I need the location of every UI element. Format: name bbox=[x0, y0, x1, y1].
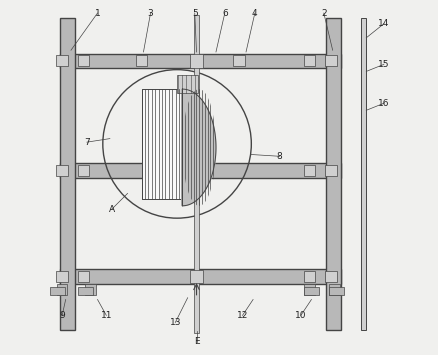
Bar bbox=[304, 271, 314, 282]
Bar bbox=[304, 55, 314, 66]
Bar bbox=[191, 55, 202, 66]
Bar bbox=[233, 55, 244, 66]
Bar bbox=[60, 163, 341, 178]
Text: 4: 4 bbox=[251, 9, 257, 17]
Text: 14: 14 bbox=[378, 19, 389, 28]
Bar bbox=[189, 54, 203, 67]
Bar bbox=[328, 287, 343, 295]
Bar bbox=[78, 287, 93, 295]
Text: 2: 2 bbox=[320, 9, 326, 17]
Text: 7: 7 bbox=[84, 138, 89, 147]
Bar bbox=[189, 164, 203, 177]
Bar bbox=[360, 18, 365, 329]
Bar bbox=[78, 165, 89, 176]
Text: 13: 13 bbox=[169, 318, 180, 327]
Bar bbox=[325, 165, 336, 176]
Bar bbox=[57, 284, 67, 295]
Text: 15: 15 bbox=[377, 60, 389, 69]
Bar bbox=[325, 55, 336, 66]
Bar bbox=[189, 270, 203, 283]
Bar bbox=[304, 165, 314, 176]
Bar bbox=[304, 284, 314, 295]
Text: 16: 16 bbox=[377, 99, 389, 108]
Bar bbox=[85, 284, 95, 295]
Bar bbox=[57, 271, 67, 282]
Text: 3: 3 bbox=[147, 9, 153, 17]
Bar bbox=[177, 75, 198, 93]
Bar bbox=[60, 18, 74, 329]
Bar bbox=[141, 89, 182, 199]
Text: 11: 11 bbox=[100, 311, 112, 320]
Bar bbox=[60, 54, 341, 68]
Text: 9: 9 bbox=[59, 311, 65, 320]
Bar bbox=[49, 287, 64, 295]
Text: 5: 5 bbox=[191, 9, 197, 17]
Text: 8: 8 bbox=[276, 152, 282, 161]
Bar bbox=[57, 165, 67, 176]
Text: E: E bbox=[193, 338, 199, 346]
Bar bbox=[325, 271, 336, 282]
Bar bbox=[325, 18, 341, 329]
Polygon shape bbox=[182, 89, 215, 206]
Bar bbox=[194, 15, 198, 333]
Text: 6: 6 bbox=[222, 9, 227, 17]
Bar bbox=[60, 269, 341, 284]
Bar bbox=[328, 284, 339, 295]
Bar bbox=[136, 55, 147, 66]
Bar bbox=[78, 55, 89, 66]
Text: 10: 10 bbox=[294, 311, 306, 320]
Text: 12: 12 bbox=[236, 311, 247, 320]
Text: 1: 1 bbox=[95, 9, 100, 17]
Bar bbox=[304, 287, 318, 295]
Text: A: A bbox=[108, 205, 114, 214]
Bar bbox=[78, 271, 89, 282]
Bar bbox=[57, 55, 67, 66]
